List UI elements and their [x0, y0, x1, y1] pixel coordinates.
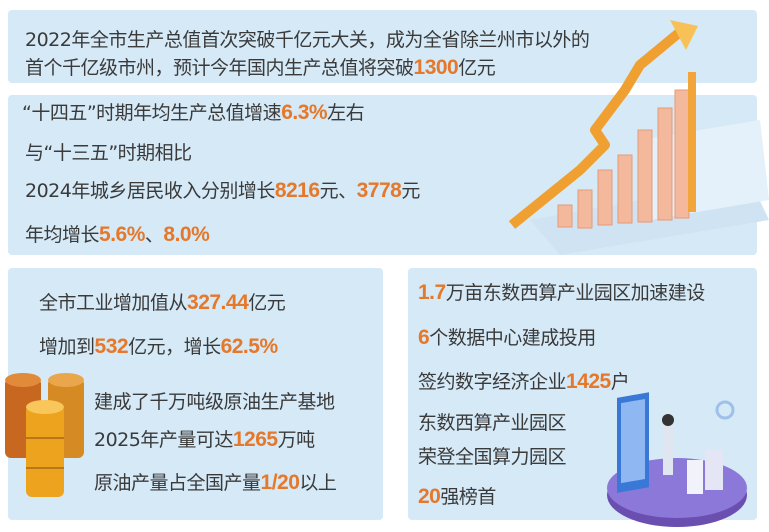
- text-segment: 2024年城乡居民收入分别增长: [25, 180, 275, 202]
- highlight-number: 1.7: [418, 281, 446, 304]
- panel2-line-2: 与“十三五”时期相比: [25, 141, 192, 165]
- panel4-line-1: 1.7万亩东数西算产业园区加速建设: [418, 281, 705, 305]
- text-segment: 与“十三五”时期相比: [25, 142, 192, 164]
- panel1-line-1: 2022年全市生产总值首次突破千亿元大关，成为全省除兰州市以外的: [25, 28, 590, 52]
- highlight-number: 8216: [274, 179, 320, 202]
- text-segment: 元、: [319, 180, 358, 202]
- text-segment: 户: [610, 371, 630, 393]
- text-segment: 个数据中心建成投用: [429, 327, 596, 349]
- text-segment: 亿元: [248, 292, 286, 314]
- highlight-number: 1265: [232, 428, 278, 451]
- oil-barrels-icon: [5, 373, 84, 497]
- text-segment: 以上: [299, 472, 337, 494]
- panel4-line-3: 签约数字经济企业1425户: [418, 370, 630, 394]
- text-segment: 荣登全国算力园区: [418, 446, 567, 468]
- text-segment: 增加到: [39, 336, 95, 358]
- highlight-number: 532: [94, 335, 129, 358]
- text-segment: “十四五”时期年均生产总值增速: [22, 102, 282, 124]
- panel2-line-1: “十四五”时期年均生产总值增速6.3%左右: [22, 101, 365, 125]
- highlight-number: 1300: [413, 56, 459, 79]
- panel2-line-3: 2024年城乡居民收入分别增长8216元、3778元: [25, 179, 420, 203]
- panel3-line-1: 全市工业增加值从327.44亿元: [39, 291, 286, 315]
- highlight-number: 62.5%: [220, 335, 279, 358]
- text-segment: 2025年产量可达: [94, 429, 233, 451]
- text-segment: 东数西算产业园区: [418, 412, 567, 434]
- text-segment: 强榜首: [440, 486, 496, 508]
- highlight-number: 6.3%: [281, 101, 328, 124]
- text-segment: 原油产量占全国产量: [94, 472, 261, 494]
- highlight-number: 1425: [566, 370, 611, 393]
- panel1-line-2: 首个千亿级市州，预计今年国内生产总值将突破1300亿元: [25, 56, 496, 80]
- highlight-number: 5.6%: [99, 223, 145, 246]
- highlight-number: 327.44: [187, 291, 249, 314]
- text-segment: 万亩东数西算产业园区加速建设: [445, 282, 706, 304]
- highlight-number: 20: [418, 485, 441, 508]
- highlight-number: 8.0%: [163, 223, 210, 246]
- panel3-line-3: 建成了千万吨级原油生产基地: [94, 390, 335, 414]
- text-segment: 2022年全市生产总值首次突破千亿元大关，成为全省除兰州市以外的: [25, 29, 590, 51]
- highlight-number: 6: [418, 326, 430, 349]
- panel2-line-4: 年均增长5.6%、8.0%: [25, 223, 210, 247]
- text-segment: 亿元，增长: [128, 336, 221, 358]
- panel4-line-2: 6个数据中心建成投用: [418, 326, 596, 350]
- text-segment: 全市工业增加值从: [39, 292, 188, 314]
- panel4-line-4: 东数西算产业园区: [418, 411, 567, 435]
- panel4-line-6: 20强榜首: [418, 485, 496, 509]
- panel3-line-5: 原油产量占全国产量1/20以上: [94, 471, 337, 495]
- panel4-line-5: 荣登全国算力园区: [418, 445, 567, 469]
- text-segment: 建成了千万吨级原油生产基地: [94, 391, 335, 413]
- text-segment: 首个千亿级市州，预计今年国内生产总值将突破: [25, 57, 414, 79]
- text-segment: 亿元: [458, 57, 496, 79]
- growth-chart-arrow-illustration: [508, 20, 769, 255]
- text-segment: 、: [144, 224, 164, 246]
- highlight-number: 3778: [356, 179, 402, 202]
- data-center-person-illustration: [607, 392, 747, 527]
- text-segment: 万吨: [277, 429, 316, 451]
- text-segment: 左右: [327, 102, 365, 124]
- text-segment: 元: [401, 180, 420, 202]
- panel3-line-4: 2025年产量可达1265万吨: [94, 428, 315, 452]
- text-segment: 签约数字经济企业: [418, 371, 567, 393]
- highlight-number: 1/20: [260, 471, 300, 494]
- panel3-line-2: 增加到532亿元，增长62.5%: [39, 335, 278, 359]
- text-segment: 年均增长: [25, 224, 100, 246]
